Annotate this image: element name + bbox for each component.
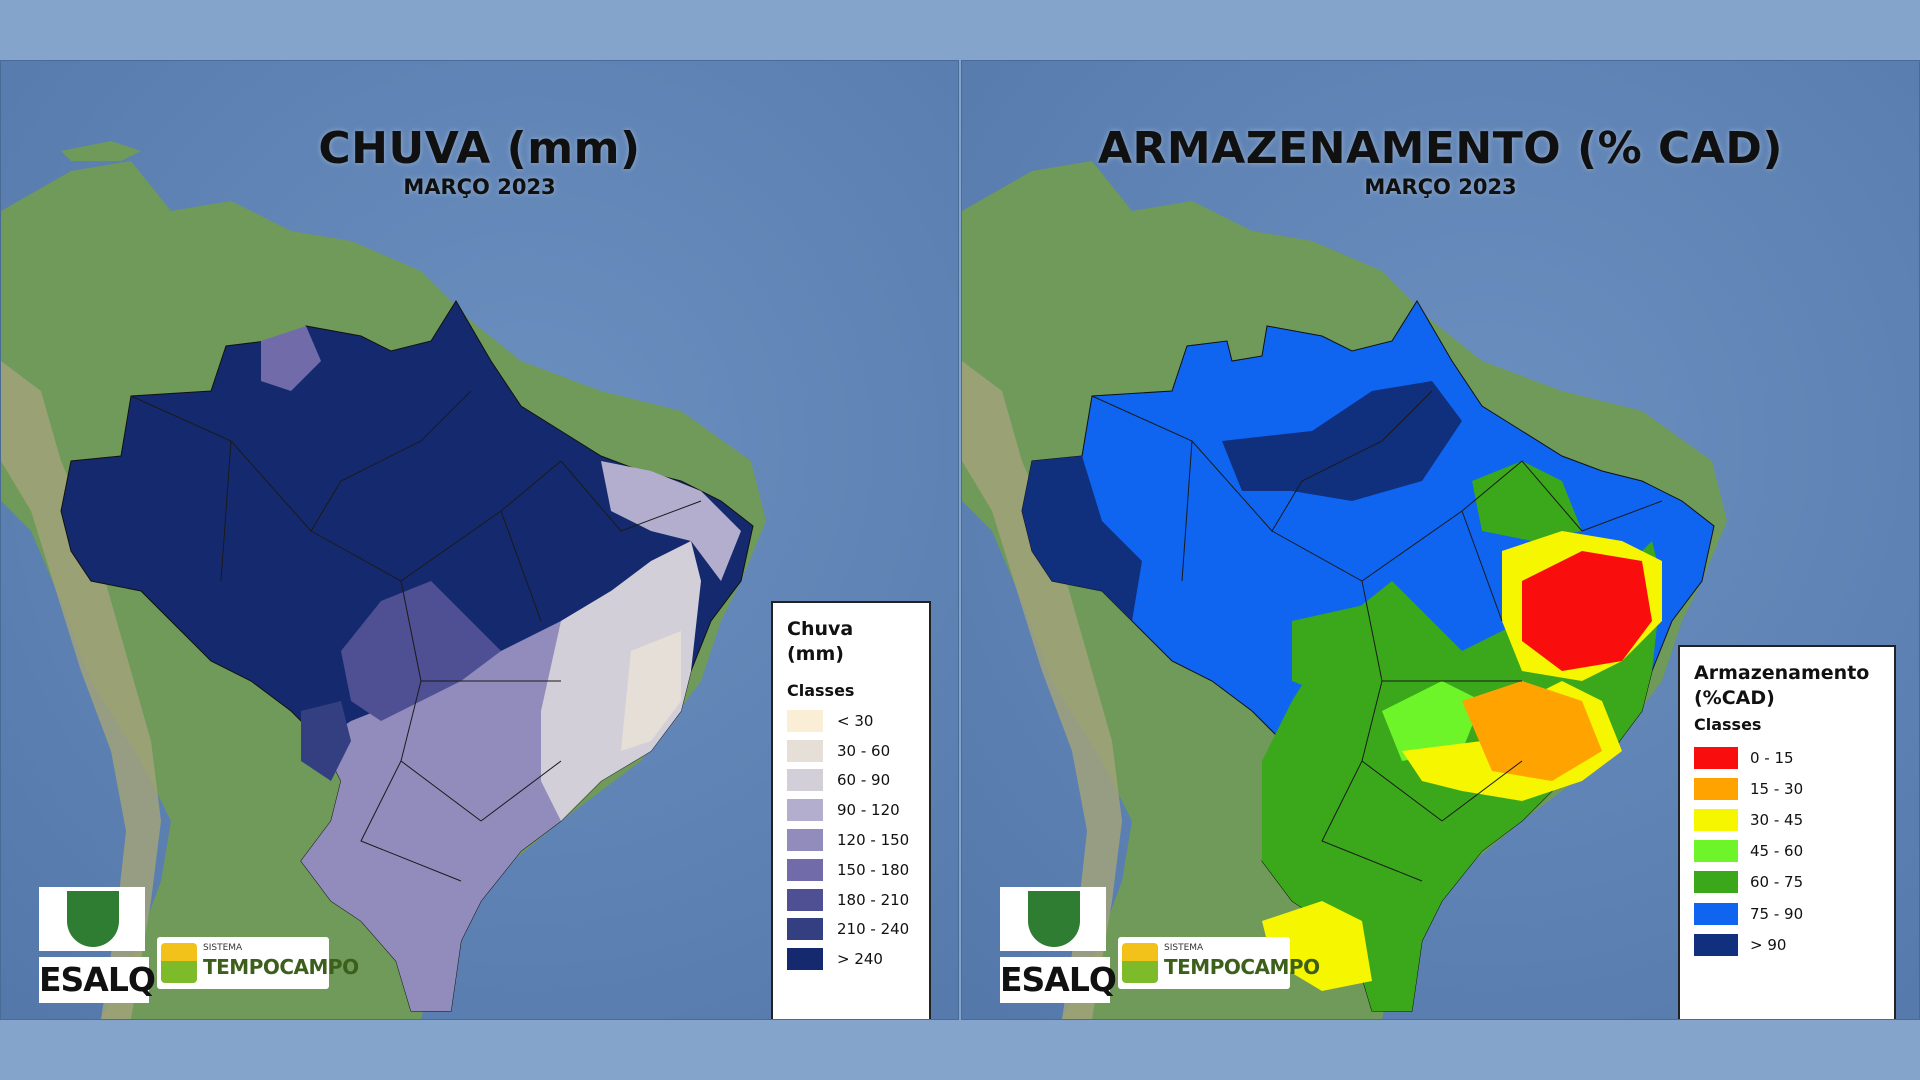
legend-swatch (1694, 808, 1738, 831)
storage-legend: Armazenamento (%CAD) Classes 0 - 15 15 - … (1678, 645, 1896, 1019)
legend-label: 120 - 150 (837, 831, 910, 850)
legend-swatch (787, 888, 823, 911)
legend-item: 150 - 180 (787, 855, 915, 885)
legend-classes-label: Classes (787, 681, 855, 700)
legend-swatch (1694, 933, 1738, 956)
tempocampo-big-text: TEMPOCAMPO (203, 955, 359, 979)
tempocampo-logo: SISTEMA TEMPOCAMPO (1118, 937, 1320, 989)
legend-classes-label: Classes (1694, 715, 1762, 734)
esalq-logo-text: ESALQ (39, 957, 156, 1003)
andes-ridge (1, 361, 161, 1019)
esalq-logo: ESALQ (39, 887, 156, 1007)
sun-field-icon (161, 943, 197, 983)
storage-map-panel: ARMAZENAMENTO (% CAD) MARÇO 2023 Armazen… (961, 60, 1920, 1020)
legend-label: > 90 (1750, 935, 1787, 954)
legend-label: 60 - 90 (837, 771, 891, 790)
legend-item: 180 - 210 (787, 885, 915, 915)
map-title: CHUVA (mm) (318, 123, 641, 174)
legend-swatch (787, 709, 823, 732)
tempocampo-small-text: SISTEMA (1164, 943, 1204, 953)
legend-swatch (787, 769, 823, 792)
rainfall-map-panel: CHUVA (mm) MARÇO 2023 Chuva (mm) Classes… (0, 60, 959, 1020)
legend-swatch (787, 739, 823, 762)
legend-label: 45 - 60 (1750, 842, 1804, 861)
legend-swatch (787, 858, 823, 881)
map-subtitle: MARÇO 2023 (403, 175, 556, 199)
legend-swatch (1694, 902, 1738, 925)
legend-label: 180 - 210 (837, 890, 910, 909)
map-subtitle: MARÇO 2023 (1364, 175, 1517, 199)
legend-swatch (787, 829, 823, 852)
legend-item: 45 - 60 (1694, 836, 1880, 867)
legend-swatch (1694, 840, 1738, 863)
legend-label: 90 - 120 (837, 801, 900, 820)
legend-item: 120 - 150 (787, 825, 915, 855)
legend-item: > 240 (787, 944, 915, 974)
storage-map (962, 61, 1919, 1019)
legend-label: 30 - 45 (1750, 810, 1804, 829)
tempocampo-logo: SISTEMA TEMPOCAMPO (157, 937, 359, 989)
rainfall-map (1, 61, 958, 1019)
andes-ridge (962, 361, 1122, 1019)
legend-label: > 240 (837, 950, 883, 969)
esalq-logo-text: ESALQ (1000, 957, 1117, 1003)
legend-label: < 30 (837, 711, 874, 730)
legend-swatch (787, 948, 823, 971)
legend-swatch (1694, 746, 1738, 769)
legend-title: Chuva (mm) (787, 618, 854, 665)
tempocampo-big-text: TEMPOCAMPO (1164, 955, 1320, 979)
legend-item: 210 - 240 (787, 915, 915, 945)
rainfall-legend: Chuva (mm) Classes < 30 30 - 60 60 - 90 90 … (771, 601, 931, 1019)
esalq-logo: ESALQ (1000, 887, 1117, 1007)
sun-field-icon (1122, 943, 1158, 983)
caribbean-islands (61, 141, 141, 161)
legend-label: 0 - 15 (1750, 748, 1794, 767)
legend-item: 60 - 75 (1694, 867, 1880, 898)
legend-item: 30 - 45 (1694, 804, 1880, 835)
legend-label: 60 - 75 (1750, 873, 1804, 892)
legend-swatch (787, 918, 823, 941)
legend-item: 15 - 30 (1694, 773, 1880, 804)
tempocampo-small-text: SISTEMA (203, 943, 243, 953)
legend-item: 60 - 90 (787, 766, 915, 796)
map-title: ARMAZENAMENTO (% CAD) (1097, 123, 1783, 174)
legend-swatch (787, 799, 823, 822)
legend-label: 30 - 60 (837, 741, 891, 760)
legend-item: 90 - 120 (787, 795, 915, 825)
legend-swatch (1694, 777, 1738, 800)
legend-item: 0 - 15 (1694, 742, 1880, 773)
legend-swatch (1694, 871, 1738, 894)
legend-label: 15 - 30 (1750, 779, 1804, 798)
legend-item: < 30 (787, 706, 915, 736)
legend-label: 210 - 240 (837, 920, 910, 939)
brazil-rainfall-regions (60, 300, 754, 1012)
brazil-storage-regions (1021, 300, 1715, 1012)
legend-item: 30 - 60 (787, 736, 915, 766)
legend-item: 75 - 90 (1694, 898, 1880, 929)
legend-label: 75 - 90 (1750, 904, 1804, 923)
legend-title: Armazenamento (%CAD) (1694, 662, 1870, 709)
legend-item: > 90 (1694, 929, 1880, 960)
legend-label: 150 - 180 (837, 860, 910, 879)
